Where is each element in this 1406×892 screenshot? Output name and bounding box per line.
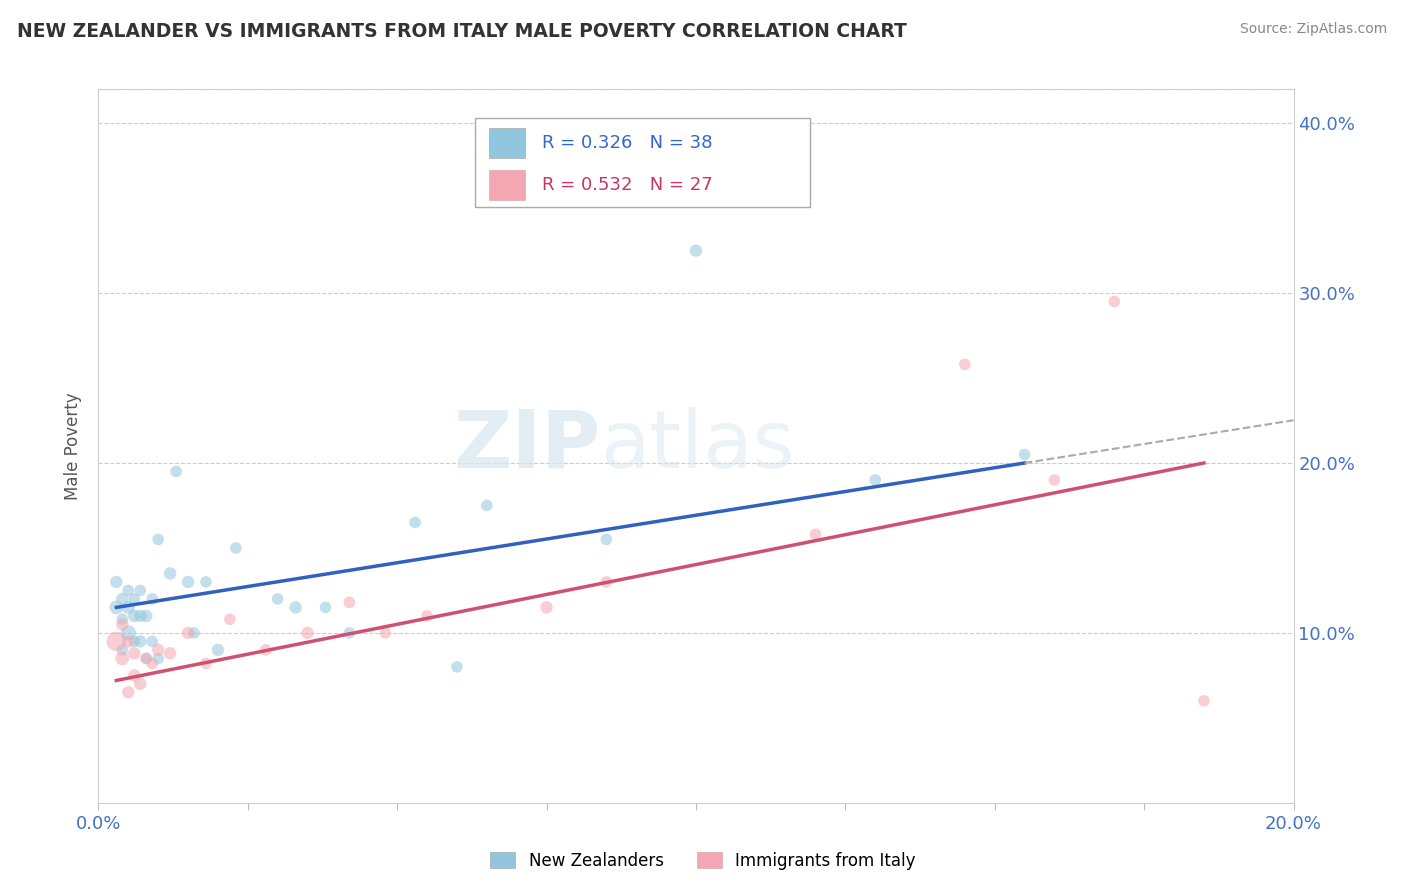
Text: Source: ZipAtlas.com: Source: ZipAtlas.com xyxy=(1240,22,1388,37)
Point xyxy=(284,600,307,615)
Point xyxy=(195,657,218,671)
Point xyxy=(339,595,361,609)
Point xyxy=(117,634,139,648)
Point xyxy=(124,608,146,623)
Point xyxy=(111,651,134,665)
Point xyxy=(117,600,139,615)
Point xyxy=(159,566,181,581)
Text: ZIP: ZIP xyxy=(453,407,600,485)
Point xyxy=(446,660,468,674)
Point xyxy=(111,612,134,626)
Point xyxy=(135,651,157,665)
Point xyxy=(595,574,617,589)
Point xyxy=(595,533,617,547)
Point xyxy=(195,574,218,589)
Point xyxy=(148,651,170,665)
Point xyxy=(404,516,426,530)
Legend: New Zealanders, Immigrants from Italy: New Zealanders, Immigrants from Italy xyxy=(484,846,922,877)
Point xyxy=(111,591,134,606)
Point xyxy=(177,626,200,640)
Point xyxy=(111,643,134,657)
Point xyxy=(111,617,134,632)
Bar xyxy=(489,128,524,158)
Point xyxy=(105,600,128,615)
Point xyxy=(165,465,187,479)
Point xyxy=(254,643,277,657)
Point xyxy=(374,626,396,640)
Point xyxy=(135,651,157,665)
Point xyxy=(148,533,170,547)
Point xyxy=(148,643,170,657)
Point xyxy=(129,634,152,648)
Point xyxy=(159,646,181,660)
Point xyxy=(219,612,242,626)
Point xyxy=(105,574,128,589)
Text: atlas: atlas xyxy=(600,407,794,485)
Point xyxy=(207,643,229,657)
Point xyxy=(475,499,498,513)
Bar xyxy=(489,169,524,200)
Point xyxy=(124,646,146,660)
Point xyxy=(124,634,146,648)
Point xyxy=(141,634,163,648)
Point xyxy=(1104,294,1126,309)
Point xyxy=(117,583,139,598)
Point xyxy=(1014,448,1036,462)
Point xyxy=(135,608,157,623)
Point xyxy=(339,626,361,640)
Point xyxy=(124,668,146,682)
Point xyxy=(124,591,146,606)
Point xyxy=(297,626,319,640)
Point xyxy=(129,583,152,598)
Point xyxy=(315,600,337,615)
Y-axis label: Male Poverty: Male Poverty xyxy=(65,392,83,500)
Point xyxy=(129,608,152,623)
Point xyxy=(117,685,139,699)
Point xyxy=(953,358,976,372)
Point xyxy=(129,677,152,691)
Point xyxy=(117,626,139,640)
Point xyxy=(865,473,887,487)
Point xyxy=(105,634,128,648)
Text: R = 0.532   N = 27: R = 0.532 N = 27 xyxy=(541,176,713,194)
Text: R = 0.326   N = 38: R = 0.326 N = 38 xyxy=(541,134,713,152)
Point xyxy=(177,574,200,589)
Text: NEW ZEALANDER VS IMMIGRANTS FROM ITALY MALE POVERTY CORRELATION CHART: NEW ZEALANDER VS IMMIGRANTS FROM ITALY M… xyxy=(17,22,907,41)
Point xyxy=(685,244,707,258)
Point xyxy=(267,591,290,606)
Point xyxy=(536,600,558,615)
Point xyxy=(225,541,247,555)
Point xyxy=(141,591,163,606)
Point xyxy=(1192,694,1215,708)
Point xyxy=(1043,473,1066,487)
Point xyxy=(141,657,163,671)
Point xyxy=(416,608,439,623)
Point xyxy=(804,527,827,541)
Point xyxy=(183,626,205,640)
FancyBboxPatch shape xyxy=(475,118,810,207)
